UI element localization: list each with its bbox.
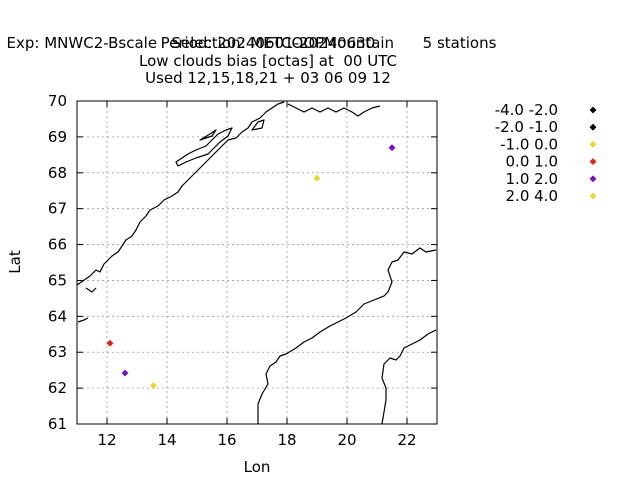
legend-label: -2.0 -1.0 xyxy=(495,118,558,136)
coastline-map xyxy=(76,101,437,425)
chart-title: Low clouds bias [octas] at 00 UTC xyxy=(139,52,397,70)
legend-marker xyxy=(589,158,597,166)
data-point xyxy=(388,144,396,152)
legend-label: 0.0 1.0 xyxy=(506,153,558,171)
grid-lines xyxy=(77,100,437,425)
legend-marker xyxy=(589,140,597,148)
plot-frame xyxy=(76,100,438,425)
axis-ticks: 12 14 16 18 20 22 61 62 63 64 65 66 67 68 69 70 xyxy=(48,92,437,449)
y-tick-label: 66 xyxy=(48,236,67,254)
x-tick-label: 16 xyxy=(217,431,236,449)
x-tick-label: 20 xyxy=(337,431,356,449)
legend-label: 1.0 2.0 xyxy=(506,170,558,188)
y-tick-label: 62 xyxy=(48,379,67,397)
x-tick-label: 12 xyxy=(97,431,116,449)
y-tick-label: 67 xyxy=(48,200,67,218)
legend-marker xyxy=(589,123,597,131)
legend-label: -1.0 0.0 xyxy=(500,135,558,153)
legend-label: -4.0 -2.0 xyxy=(495,101,558,119)
stations-count: 5 stations xyxy=(422,34,497,52)
hours-used-label: Used 12,15,18,21 + 03 06 09 12 xyxy=(145,69,391,87)
y-tick-label: 65 xyxy=(48,271,67,289)
x-tick-label: 14 xyxy=(157,431,176,449)
y-tick-label: 69 xyxy=(48,128,67,146)
y-tick-label: 61 xyxy=(48,415,67,433)
data-point xyxy=(106,339,114,347)
data-point xyxy=(149,382,158,390)
x-axis-label: Lon xyxy=(244,458,271,476)
data-point xyxy=(313,174,321,182)
selection-label: Selection: METCOOPMountain xyxy=(171,34,395,52)
y-tick-label: 64 xyxy=(48,307,67,325)
y-tick-label: 68 xyxy=(48,164,67,182)
data-points xyxy=(106,144,396,390)
y-axis-label: Lat xyxy=(6,250,24,274)
header-line-1: Exp: MNWC2-Bscale Selection: METCOOPMoun… xyxy=(0,16,497,52)
y-tick-label: 63 xyxy=(48,343,67,361)
legend-label: 2.0 4.0 xyxy=(506,187,558,205)
legend-marker xyxy=(589,106,597,114)
legend-marker xyxy=(589,175,597,183)
x-tick-label: 18 xyxy=(277,431,296,449)
y-tick-label: 70 xyxy=(48,92,67,110)
data-point xyxy=(121,369,129,377)
experiment-label: Exp: MNWC2-Bscale xyxy=(6,34,158,52)
legend-marker xyxy=(589,192,597,200)
legend: -4.0 -2.0-2.0 -1.0-1.0 0.00.0 1.01.0 2.0… xyxy=(495,101,597,205)
x-tick-label: 22 xyxy=(397,431,416,449)
period-label: Period: 20240601-20240630 xyxy=(160,34,376,52)
